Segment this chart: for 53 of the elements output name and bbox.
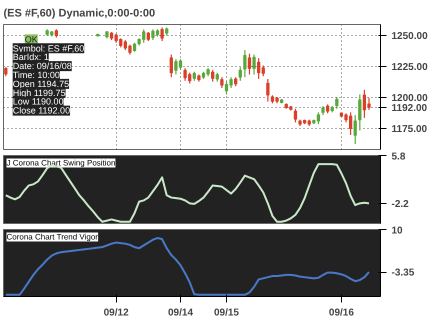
candlestick — [229, 76, 233, 89]
chart-title: Corona Chart Trend Vigor — [6, 232, 98, 242]
annotation: Time: 10:00 — [12, 70, 60, 80]
annotation: Open 1194.75 — [12, 78, 70, 89]
candlestick — [362, 89, 366, 118]
candlestick — [160, 26, 164, 42]
annotation: BarIdx: 1 — [12, 52, 49, 62]
y-tick-label: 1250.00 — [392, 31, 428, 42]
candlestick — [178, 58, 182, 71]
candlestick — [367, 97, 371, 110]
candlestick — [294, 108, 298, 123]
x-tick-label: 09/12 — [104, 308, 130, 318]
y-tick-label: 1192.00 — [392, 102, 428, 114]
annotation: Date: 09/16/08 — [12, 61, 72, 72]
candlestick — [216, 72, 219, 82]
y-tick-label: 1175.00 — [392, 124, 428, 135]
candlestick — [335, 96, 338, 110]
text: 10 — [392, 226, 404, 236]
text: -3.35 — [392, 268, 415, 279]
candlestick — [321, 105, 325, 116]
candlestick — [170, 54, 173, 78]
candlestick — [132, 42, 136, 52]
chart-title: (ES #F,60) Dynamic,0:00-0:00 — [4, 8, 156, 20]
text: 5.8 — [392, 152, 406, 162]
candlestick — [192, 71, 196, 82]
candlestick — [326, 104, 330, 114]
candlestick — [220, 76, 224, 89]
candlestick — [151, 28, 155, 41]
annotation: Symbol: ES #F,60 — [12, 43, 84, 54]
annotation: OK — [24, 34, 38, 44]
candlestick — [4, 66, 8, 77]
candlestick — [234, 76, 238, 87]
candlestick — [354, 114, 357, 145]
candlestick — [266, 78, 270, 102]
y-tick-label: 1225.00 — [392, 62, 428, 74]
annotation: Close 1192.00 — [12, 106, 70, 116]
text: -2.2 — [392, 198, 410, 210]
x-tick-label: 09/14 — [168, 308, 194, 318]
candlestick — [238, 66, 242, 82]
candlestick — [211, 69, 214, 82]
candlestick — [224, 81, 228, 96]
annotation: Low 1190.00 — [12, 96, 64, 107]
y-tick-label: 1200.00 — [392, 93, 428, 104]
candlestick — [146, 31, 150, 42]
candlestick — [174, 58, 178, 76]
chart-title: J Corona Chart Swing Position — [6, 158, 116, 168]
candlestick — [348, 112, 352, 136]
candlestick — [252, 54, 256, 76]
candlestick — [248, 53, 252, 76]
candlestick — [358, 94, 362, 132]
candlestick — [243, 50, 247, 78]
x-tick-label: 09/16 — [328, 308, 354, 318]
x-tick-label: 09/15 — [214, 308, 240, 318]
